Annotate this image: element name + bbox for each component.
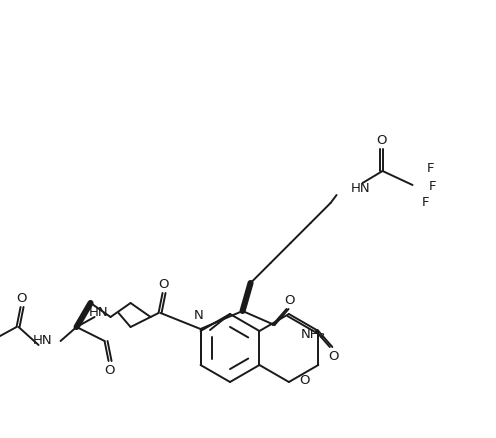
Text: F: F — [422, 195, 430, 208]
Text: N: N — [193, 309, 203, 322]
Text: O: O — [299, 374, 310, 388]
Text: O: O — [376, 134, 387, 146]
Text: F: F — [429, 180, 436, 192]
Text: O: O — [284, 293, 295, 307]
Text: O: O — [328, 350, 339, 364]
Text: HN: HN — [351, 183, 370, 195]
Text: HN: HN — [89, 307, 109, 319]
Text: F: F — [427, 162, 434, 176]
Text: O: O — [16, 292, 27, 304]
Text: O: O — [158, 278, 169, 290]
Text: O: O — [104, 364, 115, 377]
Text: NH₂: NH₂ — [301, 328, 325, 340]
Text: HN: HN — [33, 335, 53, 347]
